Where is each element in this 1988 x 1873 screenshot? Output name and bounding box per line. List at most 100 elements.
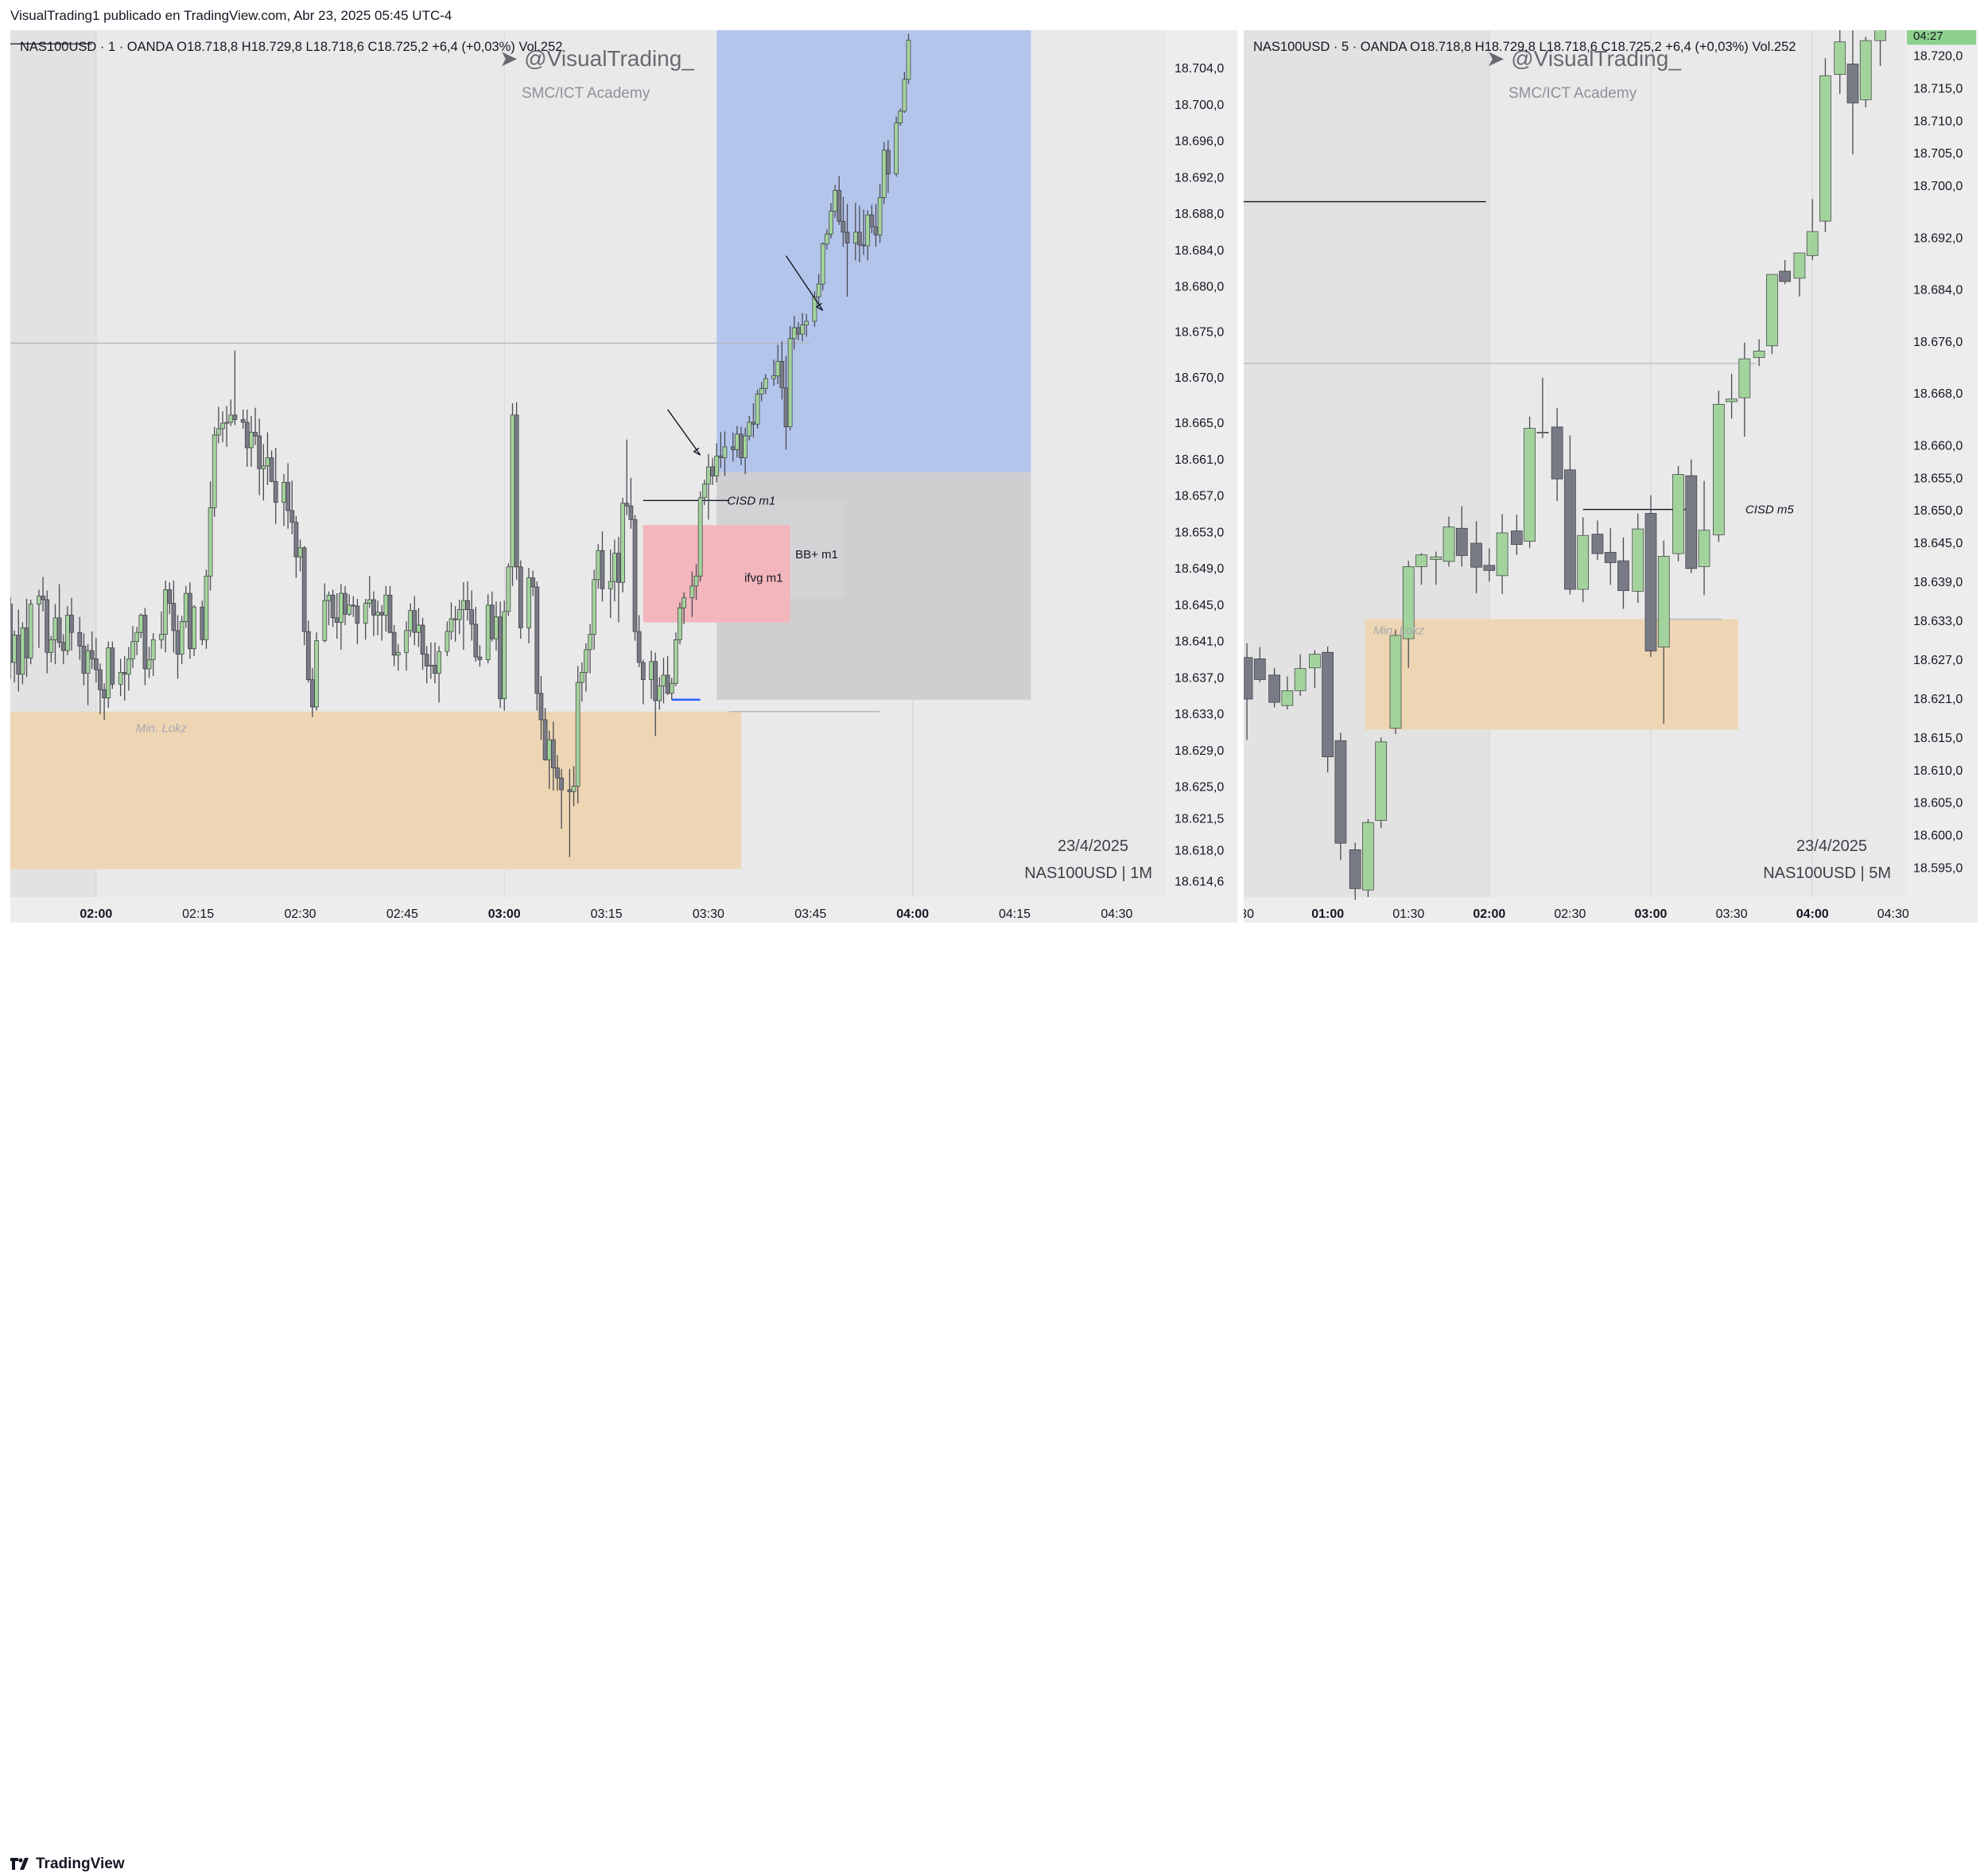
candle-bullish[interactable] — [1496, 532, 1508, 577]
candle-bearish[interactable] — [873, 226, 879, 235]
candle-bullish[interactable] — [661, 674, 666, 686]
candle-bearish[interactable] — [175, 630, 181, 655]
candle-bullish[interactable] — [612, 553, 617, 582]
candle-bullish[interactable] — [20, 628, 25, 675]
candle-bullish[interactable] — [314, 640, 319, 708]
annotation-label[interactable]: Min. Lokz — [136, 721, 188, 735]
candle-bullish[interactable] — [596, 550, 601, 581]
candle-bearish[interactable] — [837, 189, 842, 222]
candle-bullish[interactable] — [1793, 252, 1806, 279]
candle-bearish[interactable] — [1846, 64, 1859, 103]
candle-bullish[interactable] — [1442, 527, 1455, 562]
candle-bearish[interactable] — [167, 589, 173, 604]
candle-bearish[interactable] — [1779, 270, 1791, 282]
candle-bullish[interactable] — [755, 394, 760, 425]
annotation-label[interactable]: ifvg m1 — [744, 572, 782, 585]
candle-bullish[interactable] — [395, 651, 401, 656]
candle-bearish[interactable] — [102, 689, 107, 698]
candle-bullish[interactable] — [192, 606, 196, 650]
annotation-arrow[interactable] — [785, 255, 824, 311]
candle-bullish[interactable] — [326, 594, 332, 601]
candle-bullish[interactable] — [1726, 398, 1738, 402]
candle-bullish[interactable] — [134, 631, 140, 642]
candle-bearish[interactable] — [861, 244, 866, 247]
candle-bullish[interactable] — [502, 611, 507, 700]
candle-bearish[interactable] — [665, 674, 670, 694]
chart-svg[interactable]: CISD m5 Min. Lokz 18.720,0 18.715,0 18.710,0… — [1244, 30, 1978, 923]
candle-bullish[interactable] — [575, 682, 580, 787]
candle-bullish[interactable] — [159, 634, 164, 640]
candle-bearish[interactable] — [1511, 530, 1523, 546]
candle-bullish[interactable] — [804, 321, 810, 325]
candle-bearish[interactable] — [542, 719, 548, 760]
candle-bearish[interactable] — [355, 605, 360, 624]
candle-bullish[interactable] — [701, 484, 707, 499]
candle-bullish[interactable] — [494, 616, 499, 639]
candle-bearish[interactable] — [489, 604, 495, 639]
candle-bullish[interactable] — [1281, 690, 1294, 706]
candle-bullish[interactable] — [1698, 530, 1710, 567]
candle-bearish[interactable] — [60, 642, 66, 651]
candle-bullish[interactable] — [363, 603, 368, 624]
candle-bearish[interactable] — [845, 231, 850, 243]
candle-bullish[interactable] — [461, 600, 466, 610]
panel-divider[interactable] — [1237, 30, 1244, 923]
candle-bearish[interactable] — [420, 624, 425, 655]
candle-bullish[interactable] — [215, 428, 221, 436]
candle-bearish[interactable] — [779, 360, 785, 388]
candle-bearish[interactable] — [330, 594, 336, 619]
candle-bearish[interactable] — [1322, 651, 1334, 757]
candle-bullish[interactable] — [204, 575, 209, 640]
candle-bullish[interactable] — [584, 649, 588, 673]
candle-bullish[interactable] — [367, 599, 372, 604]
candle-bullish[interactable] — [1738, 358, 1751, 398]
candle-bullish[interactable] — [657, 686, 662, 701]
candle-bullish[interactable] — [706, 466, 711, 485]
candle-bullish[interactable] — [322, 600, 328, 641]
candle-bullish[interactable] — [620, 503, 625, 583]
candle-bullish[interactable] — [265, 457, 270, 467]
zone-lokz[interactable] — [10, 711, 742, 869]
candle-bearish[interactable] — [751, 422, 756, 425]
candle-bearish[interactable] — [710, 466, 715, 476]
candle-bearish[interactable] — [98, 669, 103, 690]
candle-bullish[interactable] — [130, 641, 135, 659]
candle-bullish[interactable] — [1819, 75, 1831, 222]
candle-bullish[interactable] — [339, 593, 344, 623]
candle-bearish[interactable] — [69, 615, 74, 633]
candle-bearish[interactable] — [45, 599, 50, 653]
candle-bullish[interactable] — [1806, 231, 1819, 256]
candle-bearish[interactable] — [465, 600, 470, 610]
candle-bearish[interactable] — [89, 650, 95, 659]
candle-bullish[interactable] — [747, 422, 752, 437]
candle-bearish[interactable] — [1334, 740, 1347, 844]
last-price-tag[interactable] — [1907, 30, 1976, 45]
candle-bullish[interactable] — [282, 482, 286, 503]
candle-bearish[interactable] — [869, 214, 875, 227]
candle-bearish[interactable] — [240, 419, 246, 423]
candle-bullish[interactable] — [1657, 555, 1670, 648]
candle-bearish[interactable] — [636, 631, 642, 663]
candle-bearish[interactable] — [632, 519, 638, 632]
candle-bullish[interactable] — [816, 283, 821, 297]
time-axis-background[interactable] — [10, 897, 1167, 923]
candle-bearish[interactable] — [433, 664, 437, 674]
candle-bearish[interactable] — [538, 693, 544, 721]
candle-bullish[interactable] — [485, 604, 491, 660]
candle-bullish[interactable] — [445, 631, 450, 652]
candle-bullish[interactable] — [693, 575, 699, 587]
candle-bearish[interactable] — [555, 767, 560, 779]
candle-bullish[interactable] — [106, 647, 111, 698]
candle-bearish[interactable] — [600, 550, 605, 589]
candle-bearish[interactable] — [739, 433, 744, 458]
candle-bearish[interactable] — [796, 327, 801, 335]
candle-bullish[interactable] — [118, 672, 123, 685]
candle-bearish[interactable] — [1244, 657, 1253, 700]
candle-bullish[interactable] — [592, 579, 597, 635]
candle-bearish[interactable] — [285, 482, 290, 511]
candle-bullish[interactable] — [179, 621, 184, 655]
candle-bearish[interactable] — [567, 789, 573, 792]
candle-bearish[interactable] — [81, 645, 87, 674]
zone-ifvg[interactable] — [643, 525, 790, 623]
candle-bearish[interactable] — [469, 609, 475, 625]
